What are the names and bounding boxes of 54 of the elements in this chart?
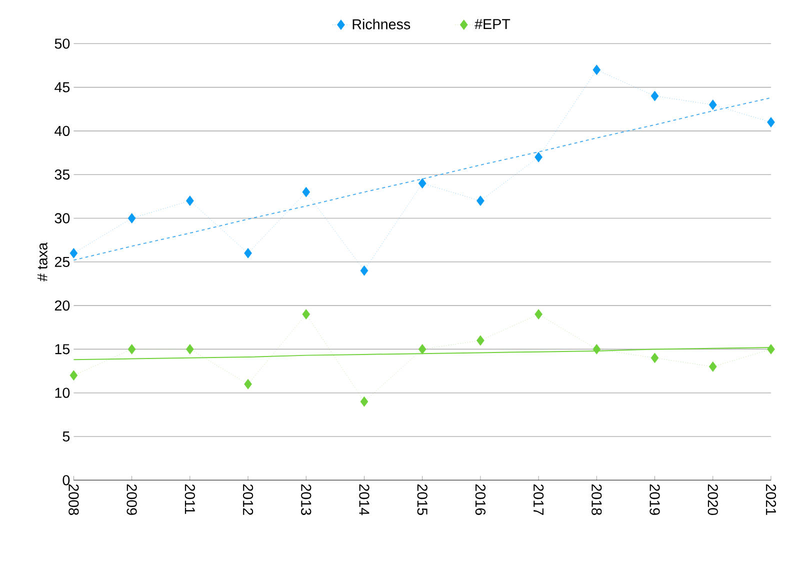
point [476,335,484,346]
y-tick-label: 10 [55,388,70,398]
point [360,266,368,276]
x-tick-label: 2014 [359,484,370,516]
y-tick-label: 20 [54,300,70,311]
legend-label: #EPT [474,19,510,30]
point [767,344,775,354]
point [186,344,194,354]
point [534,152,542,162]
point [70,370,78,381]
point [186,196,194,206]
y-tick-label: 25 [54,256,70,268]
point [708,362,717,372]
point [128,213,136,224]
point [302,309,310,320]
x-tick-label: 2013 [301,484,312,516]
point [767,117,775,128]
point [360,396,368,407]
x-tick-label: 2020 [708,484,718,516]
x-tick-label: 2019 [650,484,660,515]
point [476,196,484,206]
x-tick-label: 2021 [766,484,776,515]
y-tick-label: 35 [54,170,70,180]
point [418,178,426,189]
x-tick-label: 2008 [68,484,79,516]
point [302,186,310,198]
x-tick-label: 2017 [533,484,544,515]
x-tick-label: 2011 [184,484,195,514]
point [708,100,717,110]
point [534,309,542,320]
point [70,248,78,258]
point [592,344,601,354]
x-tick-label: 2018 [592,484,602,516]
point [244,379,252,390]
point [650,90,659,102]
y-tick-label: 15 [55,344,70,354]
x-tick-label: 2012 [242,484,254,515]
point [592,64,601,76]
line-series [73,97,772,261]
point [244,248,252,258]
y-axis-title: # taxa [37,242,48,282]
y-tick-label: 0 [62,475,70,486]
point [128,344,136,354]
y-tick-label: 50 [54,38,70,49]
y-tick-label: 5 [62,432,70,442]
y-tick-label: 40 [54,126,70,136]
x-tick-label: 2009 [126,484,137,515]
legend-label: Richness [352,18,410,30]
x-tick-label: 2016 [475,484,486,516]
x-tick-label: 2015 [417,484,428,516]
point [650,352,659,364]
y-tick-label: 45 [54,82,70,92]
point [418,344,426,354]
y-tick-label: 30 [54,213,70,224]
